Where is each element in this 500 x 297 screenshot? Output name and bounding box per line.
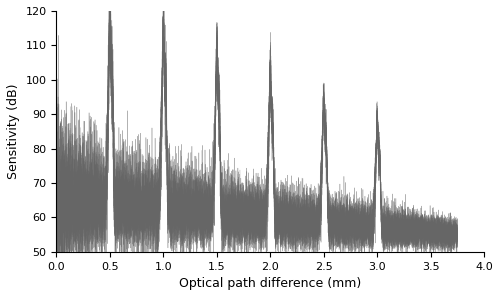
X-axis label: Optical path difference (mm): Optical path difference (mm) — [179, 277, 362, 290]
Y-axis label: Sensitivity (dB): Sensitivity (dB) — [7, 84, 20, 179]
